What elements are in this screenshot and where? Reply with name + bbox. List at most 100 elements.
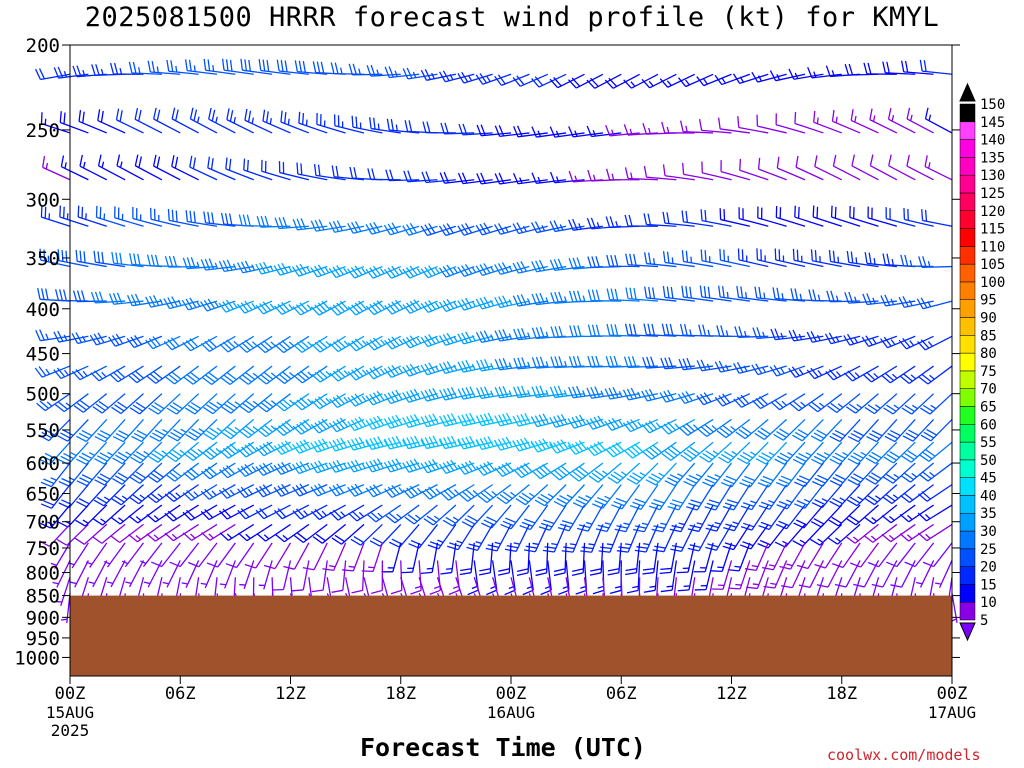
wind-barb <box>438 264 475 278</box>
colorbar-swatch <box>959 299 976 318</box>
chart-title: 2025081500 HRRR forecast wind profile (k… <box>84 2 940 33</box>
wind-barb <box>42 156 71 181</box>
wind-barb <box>188 542 218 568</box>
wind-barb <box>169 542 200 568</box>
wind-barb <box>244 108 273 134</box>
y-tick-label: 800 <box>26 563 60 585</box>
wind-barb <box>887 107 916 134</box>
wind-barb <box>103 542 126 568</box>
y-tick-label: 450 <box>26 344 60 366</box>
wind-barb <box>365 458 401 473</box>
wind-barb <box>643 165 677 181</box>
colorbar-swatch <box>959 370 976 389</box>
wind-barb <box>866 418 898 443</box>
wind-barb <box>811 462 843 487</box>
wind-barb <box>298 111 328 134</box>
wind-barb <box>918 256 953 268</box>
wind-barb <box>291 439 328 454</box>
wind-barb <box>341 542 365 572</box>
wind-barb <box>710 542 733 573</box>
wind-barb <box>255 261 291 275</box>
wind-barbs-layer <box>34 58 958 629</box>
wind-barb <box>220 365 255 386</box>
wind-barb <box>918 462 953 482</box>
wind-barb <box>238 214 273 227</box>
wind-barb <box>263 542 292 570</box>
wind-barb <box>438 223 475 237</box>
wind-barb <box>410 560 422 595</box>
wind-barb <box>863 523 898 543</box>
wind-barb <box>568 73 604 89</box>
wind-barb <box>756 248 787 268</box>
wind-barb <box>237 504 273 520</box>
wind-barb <box>789 393 824 412</box>
wind-barb <box>147 60 181 75</box>
wind-barb <box>678 418 714 436</box>
wind-barb <box>71 332 107 345</box>
wind-barb <box>513 385 548 399</box>
colorbar-label: 75 <box>980 364 997 380</box>
wind-barb <box>572 484 604 509</box>
wind-barb <box>111 484 144 506</box>
wind-barb <box>704 484 733 511</box>
wind-barb <box>255 300 291 315</box>
wind-barb <box>203 418 236 441</box>
colorbar-label: 95 <box>980 293 997 309</box>
wind-barb <box>238 418 273 439</box>
colorbar-swatch <box>959 530 976 550</box>
wind-barb <box>738 207 769 227</box>
wind-barb <box>189 155 218 181</box>
wind-barb <box>244 542 273 569</box>
wind-barb <box>808 393 843 413</box>
wind-barb <box>310 264 346 278</box>
wind-barb <box>238 365 273 385</box>
wind-barb <box>166 393 200 415</box>
y-tick-label: 250 <box>26 120 60 142</box>
colorbar-swatch <box>959 335 976 354</box>
wind-barb <box>76 484 108 508</box>
x-tick-date: 16AUG <box>487 703 535 722</box>
credit-link[interactable]: coolwx.com/models <box>827 746 981 764</box>
wind-barb <box>149 418 181 442</box>
x-tick-label: 06Z <box>606 684 637 704</box>
wind-barb <box>130 441 163 464</box>
wind-barb <box>112 418 144 443</box>
x-tick-label: 12Z <box>275 684 306 704</box>
wind-barb <box>809 523 843 546</box>
wind-barb <box>869 154 898 181</box>
wind-barb <box>513 357 548 370</box>
wind-barb <box>900 60 934 75</box>
wind-barb <box>625 253 659 268</box>
wind-barb <box>111 251 144 268</box>
wind-barb <box>261 159 291 181</box>
wind-barb <box>181 560 200 588</box>
wind-barb <box>549 171 585 184</box>
wind-barb <box>365 415 401 430</box>
wind-barb <box>869 108 898 134</box>
wind-barb <box>461 504 494 528</box>
x-tick-label: 00Z <box>55 684 86 704</box>
wind-barb <box>623 356 659 369</box>
wind-barb <box>531 385 567 398</box>
wind-barb <box>792 248 824 268</box>
colorbar-label: 20 <box>980 560 997 576</box>
wind-barb <box>420 299 457 314</box>
wind-barb <box>736 285 769 302</box>
wind-barb <box>776 484 806 510</box>
wind-barb <box>164 255 199 268</box>
wind-barb <box>733 393 769 408</box>
wind-barb <box>58 462 89 487</box>
wind-barb <box>128 61 162 75</box>
wind-barb <box>383 222 420 236</box>
wind-barb <box>775 462 806 488</box>
wind-barb <box>881 365 916 384</box>
wind-barb <box>388 523 420 548</box>
wind-barb <box>568 355 603 368</box>
wind-barb <box>201 462 236 480</box>
wind-barb <box>569 462 604 482</box>
wind-barb <box>494 412 530 427</box>
y-tick-label: 650 <box>26 484 60 506</box>
wind-barb <box>218 484 255 499</box>
wind-barb <box>846 250 879 268</box>
wind-barb <box>864 484 898 506</box>
